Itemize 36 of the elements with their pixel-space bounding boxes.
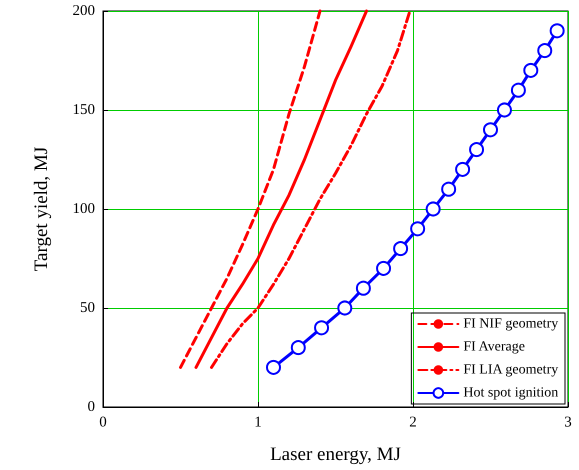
point (537, 43, 552, 58)
point (314, 320, 330, 336)
y-tick-label: 0 (88, 399, 95, 415)
point (426, 202, 441, 216)
point (393, 241, 408, 256)
legend-label: FI LIA geometry (463, 362, 558, 378)
point (523, 62, 538, 78)
y-tick-label: 100 (72, 201, 95, 217)
legend-label: FI NIF geometry (463, 316, 558, 332)
point (337, 300, 352, 316)
y-tick-label: 150 (72, 102, 95, 118)
line-series (194, 10, 368, 369)
line-series (210, 10, 412, 369)
point (376, 260, 392, 276)
point (496, 102, 512, 118)
legend-label: FI Average (463, 340, 525, 354)
x-tick-label: 1 (254, 414, 262, 430)
y-tick-label: 200 (72, 3, 95, 19)
line-series (179, 10, 322, 369)
x-tick-label: 0 (99, 414, 107, 430)
x-axis-title: Laser energy, MJ (270, 444, 401, 465)
point (550, 23, 565, 38)
point (469, 142, 484, 158)
legend-label: Hot spot ignition (463, 386, 558, 400)
y-tick-label: 50 (80, 300, 95, 316)
x-tick-label: 2 (409, 414, 417, 430)
point (356, 280, 371, 296)
y-axis-title: Target yield, MJ (31, 146, 52, 272)
point (410, 221, 426, 236)
point (455, 162, 470, 177)
x-tick-label: 3 (564, 414, 572, 430)
point (483, 122, 498, 138)
point (510, 82, 526, 98)
point (441, 182, 456, 197)
point (266, 360, 281, 375)
point (290, 340, 306, 356)
